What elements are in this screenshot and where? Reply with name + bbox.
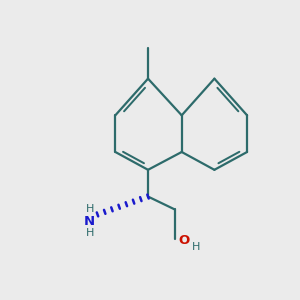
Text: H: H: [86, 228, 95, 238]
Text: O: O: [178, 234, 190, 248]
Text: H: H: [86, 204, 95, 214]
Text: N: N: [84, 215, 95, 228]
Text: H: H: [192, 242, 201, 252]
